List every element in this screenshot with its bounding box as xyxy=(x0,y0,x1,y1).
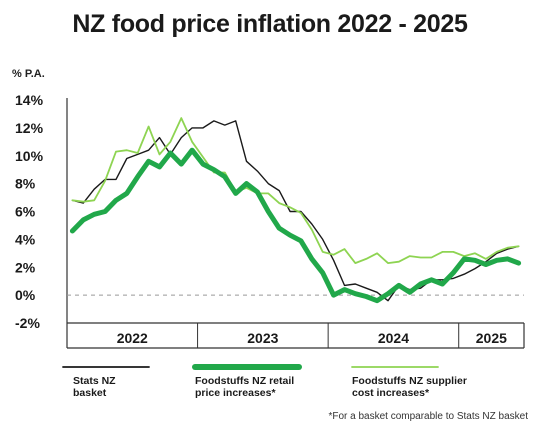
y-tick-label: 0% xyxy=(15,287,36,303)
y-tick-label: 8% xyxy=(15,176,36,192)
y-tick-label: 10% xyxy=(15,148,44,164)
x-tick-label: 2025 xyxy=(476,330,507,346)
chart-title: NZ food price inflation 2022 - 2025 xyxy=(72,10,468,38)
y-tick-label: -2% xyxy=(15,315,40,331)
legend-label-1: Stats NZ basket xyxy=(73,375,116,399)
x-tick-label: 2023 xyxy=(247,330,278,346)
footnote: *For a basket comparable to Stats NZ bas… xyxy=(328,411,528,422)
series-line-2 xyxy=(69,147,522,304)
y-tick-label: 14% xyxy=(15,92,44,108)
series-line-3 xyxy=(71,117,520,265)
y-tick-label: 2% xyxy=(15,259,36,275)
legend-label-3: Foodstuffs NZ supplier cost increases* xyxy=(352,375,467,399)
x-tick-label: 2022 xyxy=(117,330,148,346)
y-tick-label: 4% xyxy=(15,231,36,247)
y-tick-label: 6% xyxy=(15,204,36,220)
y-axis-unit-label: % P.A. xyxy=(12,68,45,80)
x-tick-label: 2024 xyxy=(378,330,409,346)
y-tick-label: 12% xyxy=(15,120,44,136)
legend-label-2: Foodstuffs NZ retail price increases* xyxy=(195,375,294,399)
